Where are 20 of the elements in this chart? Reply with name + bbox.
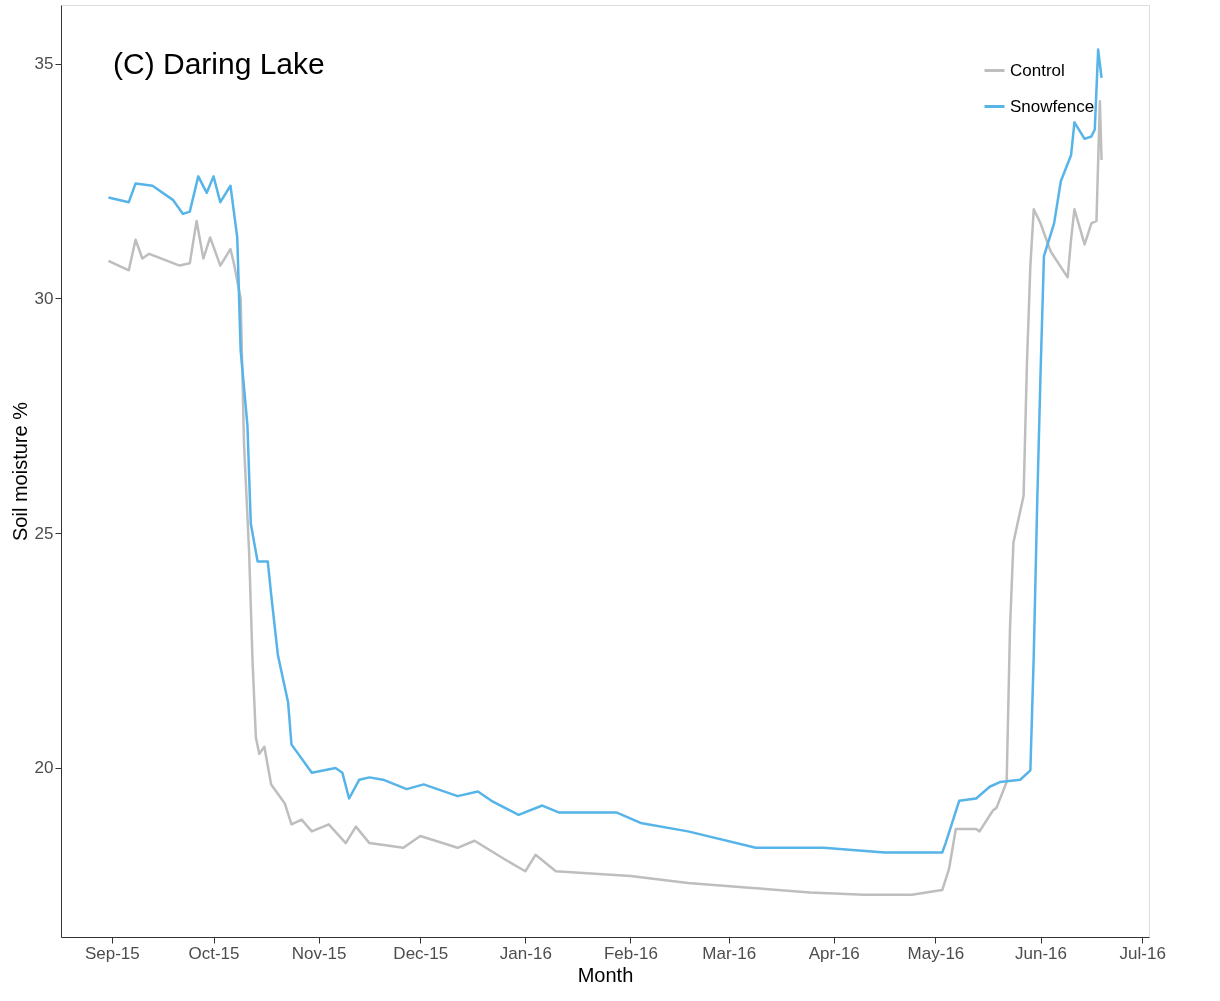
x-tick-label: Mar-16 [702, 943, 757, 963]
x-tick-label: Dec-15 [393, 943, 449, 963]
x-tick-label: Jul-16 [1119, 943, 1166, 963]
x-tick-label: Apr-16 [808, 943, 860, 963]
x-tick-label: Nov-15 [291, 943, 347, 963]
y-tick-label: 30 [34, 288, 54, 308]
x-tick-label: Feb-16 [603, 943, 658, 963]
x-tick-label: Oct-15 [188, 943, 240, 963]
legend-label: Control [1010, 60, 1065, 80]
y-tick-label: 35 [34, 54, 54, 74]
x-axis-title: Month [577, 963, 634, 986]
x-tick-label: Sep-15 [84, 943, 140, 963]
y-axis-title: Soil moisture % [8, 401, 31, 541]
x-tick-label: Jan-16 [499, 943, 552, 963]
legend-label: Snowfence [1010, 96, 1095, 116]
x-tick-label: Jun-16 [1015, 943, 1068, 963]
y-tick-label: 20 [34, 758, 54, 778]
text: (C) Daring Lake [113, 47, 325, 80]
y-tick-label: 25 [34, 523, 54, 543]
x-tick-label: May-16 [907, 943, 965, 963]
